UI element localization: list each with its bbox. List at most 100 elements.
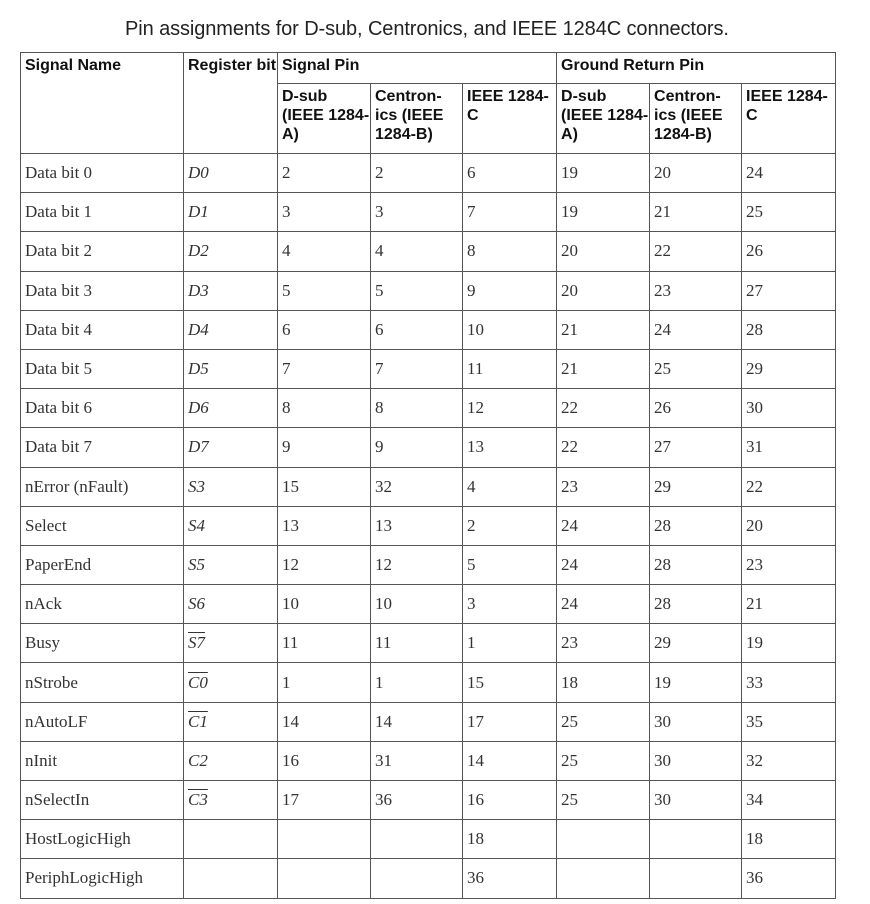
ground-ieee1284c-cell: 18: [741, 819, 837, 860]
signal-centronics-cell: 3: [370, 192, 463, 233]
ground-centronics-cell: 28: [649, 544, 743, 586]
table-row: Data bit 6 D6 8 8 12 22 26 30: [20, 388, 837, 429]
signal-name-cell: nSelectIn: [20, 779, 184, 821]
signal-centronics-cell: 1: [370, 662, 463, 703]
ground-dsub-cell: 20: [556, 270, 651, 311]
ground-centronics-cell: [649, 819, 743, 860]
header-ground-ieee1284c: IEEE 1284-C: [741, 83, 837, 154]
signal-dsub-cell: 9: [277, 427, 371, 468]
register-bit-cell: S3: [183, 466, 278, 507]
register-bit-cell: C2: [183, 740, 278, 782]
ground-dsub-cell: 23: [556, 623, 651, 664]
table-row: HostLogicHigh 18 18: [20, 819, 837, 860]
signal-dsub-cell: 3: [277, 192, 371, 233]
ground-centronics-cell: 29: [649, 466, 743, 507]
signal-name-cell: Data bit 4: [20, 309, 184, 350]
signal-centronics-cell: 11: [370, 623, 463, 664]
table-row: nSelectIn C3 17 36 16 25 30 34: [20, 779, 837, 821]
ground-dsub-cell: 21: [556, 309, 651, 350]
signal-ieee1284c-cell: 16: [461, 779, 558, 821]
table-row: nError (nFault) S3 15 32 4 23 29 22: [20, 466, 837, 507]
ground-dsub-cell: 19: [556, 192, 651, 233]
signal-dsub-cell: 8: [277, 388, 371, 429]
signal-centronics-cell: 5: [370, 270, 463, 311]
header-signal-centronics: Centron-ics (IEEE 1284-B): [370, 83, 463, 154]
register-bit-cell: D6: [183, 388, 278, 429]
signal-ieee1284c-cell: 4: [461, 466, 558, 507]
signal-name-cell: Data bit 3: [20, 270, 184, 311]
ground-dsub-cell: 23: [556, 466, 651, 507]
ground-dsub-cell: 25: [556, 779, 651, 821]
ground-dsub-cell: 22: [556, 427, 651, 468]
signal-name-cell: nAutoLF: [20, 701, 184, 742]
ground-dsub-cell: 25: [556, 701, 651, 742]
signal-name-cell: nStrobe: [20, 662, 184, 703]
ground-dsub-cell: 20: [556, 231, 651, 272]
signal-name-cell: Data bit 0: [20, 152, 184, 194]
table-row: Data bit 1 D1 3 3 7 19 21 25: [20, 192, 837, 233]
table-body: Data bit 0 D0 2 2 6 19 20 24 Data bit 1 D1 3 3 7 19 21…: [20, 152, 837, 899]
ground-centronics-cell: 24: [649, 309, 743, 350]
signal-name-cell: nError (nFault): [20, 466, 184, 507]
ground-dsub-cell: 25: [556, 740, 651, 782]
ground-centronics-cell: 30: [649, 740, 743, 782]
signal-name-cell: HostLogicHigh: [20, 819, 184, 860]
table-row: nAck S6 10 10 3 24 28 21: [20, 584, 837, 625]
table-row: Data bit 3 D3 5 5 9 20 23 27: [20, 270, 837, 311]
ground-centronics-cell: 23: [649, 270, 743, 311]
table-row: Select S4 13 13 2 24 28 20: [20, 505, 837, 546]
signal-dsub-cell: 15: [277, 466, 371, 507]
signal-ieee1284c-cell: 3: [461, 584, 558, 625]
signal-name-cell: Select: [20, 505, 184, 546]
table-row: nStrobe C0 1 1 15 18 19 33: [20, 662, 837, 703]
ground-centronics-cell: 26: [649, 388, 743, 429]
ground-dsub-cell: 24: [556, 584, 651, 625]
signal-name-cell: nInit: [20, 740, 184, 782]
ground-centronics-cell: [649, 858, 743, 899]
register-bit-cell: D0: [183, 152, 278, 194]
ground-dsub-cell: 22: [556, 388, 651, 429]
signal-centronics-cell: 32: [370, 466, 463, 507]
ground-ieee1284c-cell: 27: [741, 270, 837, 311]
register-bit-cell: D7: [183, 427, 278, 468]
ground-dsub-cell: [556, 858, 651, 899]
signal-centronics-cell: 10: [370, 584, 463, 625]
register-bit-cell: D1: [183, 192, 278, 233]
ground-centronics-cell: 21: [649, 192, 743, 233]
ground-ieee1284c-cell: 32: [741, 740, 837, 782]
signal-name-cell: Data bit 2: [20, 231, 184, 272]
signal-centronics-cell: [370, 858, 463, 899]
signal-ieee1284c-cell: 1: [461, 623, 558, 664]
signal-centronics-cell: 14: [370, 701, 463, 742]
ground-ieee1284c-cell: 21: [741, 584, 837, 625]
ground-ieee1284c-cell: 30: [741, 388, 837, 429]
table-row: Data bit 5 D5 7 7 11 21 25 29: [20, 348, 837, 390]
register-bit-cell: S5: [183, 544, 278, 586]
signal-centronics-cell: 7: [370, 348, 463, 390]
ground-ieee1284c-cell: 23: [741, 544, 837, 586]
signal-name-cell: Busy: [20, 623, 184, 664]
table-row: Data bit 7 D7 9 9 13 22 27 31: [20, 427, 837, 468]
signal-dsub-cell: 5: [277, 270, 371, 311]
signal-dsub-cell: [277, 858, 371, 899]
ground-ieee1284c-cell: 25: [741, 192, 837, 233]
ground-centronics-cell: 22: [649, 231, 743, 272]
signal-centronics-cell: 8: [370, 388, 463, 429]
signal-centronics-cell: 31: [370, 740, 463, 782]
signal-dsub-cell: [277, 819, 371, 860]
table-caption: Pin assignments for D-sub, Centronics, a…: [125, 18, 729, 40]
ground-centronics-cell: 30: [649, 779, 743, 821]
signal-ieee1284c-cell: 13: [461, 427, 558, 468]
signal-dsub-cell: 6: [277, 309, 371, 350]
header-signal-dsub: D-sub (IEEE 1284-A): [277, 83, 371, 154]
signal-centronics-cell: 13: [370, 505, 463, 546]
signal-name-cell: PeriphLogicHigh: [20, 858, 184, 899]
header-ground-centronics: Centron-ics (IEEE 1284-B): [649, 83, 743, 154]
ground-dsub-cell: 24: [556, 505, 651, 546]
table-row: Data bit 2 D2 4 4 8 20 22 26: [20, 231, 837, 272]
ground-dsub-cell: 19: [556, 152, 651, 194]
ground-ieee1284c-cell: 29: [741, 348, 837, 390]
ground-centronics-cell: 28: [649, 584, 743, 625]
register-bit-cell: C0: [183, 662, 278, 703]
signal-dsub-cell: 4: [277, 231, 371, 272]
